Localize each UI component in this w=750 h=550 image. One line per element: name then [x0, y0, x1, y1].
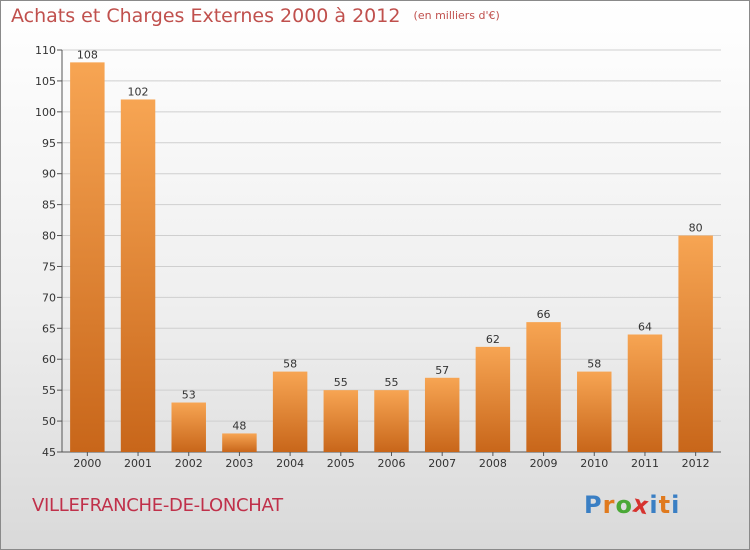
data-label: 80 [689, 222, 703, 235]
data-label: 55 [334, 376, 348, 389]
x-tick-label: 2003 [225, 457, 253, 470]
x-tick-label: 2008 [479, 457, 507, 470]
bar [70, 62, 105, 452]
x-tick-label: 2004 [276, 457, 304, 470]
x-tick-label: 2001 [124, 457, 152, 470]
y-tick-label: 100 [35, 106, 56, 119]
proxiti-logo[interactable]: Proxiti [584, 489, 681, 521]
x-tick-label: 2002 [175, 457, 203, 470]
title-row: Achats et Charges Externes 2000 à 2012 (… [11, 5, 500, 27]
data-label: 58 [283, 358, 297, 371]
data-label: 62 [486, 333, 500, 346]
y-tick-label: 45 [42, 446, 56, 459]
y-tick-label: 80 [42, 230, 56, 243]
x-tick-label: 2009 [530, 457, 558, 470]
data-label: 102 [128, 85, 149, 98]
y-tick-label: 60 [42, 353, 56, 366]
y-tick-label: 90 [42, 168, 56, 181]
bars [70, 62, 713, 452]
x-tick-label: 2000 [73, 457, 101, 470]
bar [272, 371, 308, 452]
labels: 45 50 55 60 65 70 75 80 85 90 95 100 105 110 108 2000 10… [35, 44, 710, 470]
data-label: 55 [385, 376, 399, 389]
data-label: 53 [182, 389, 196, 402]
chart-title: Achats et Charges Externes 2000 à 2012 [11, 5, 401, 27]
y-tick-label: 55 [42, 384, 56, 397]
bar [171, 402, 206, 452]
chart-unit-note: (en milliers d'€) [413, 9, 500, 22]
data-label: 66 [537, 308, 551, 321]
y-tick-label: 95 [42, 137, 56, 150]
y-tick-label: 85 [42, 199, 56, 212]
y-tick-label: 50 [42, 415, 56, 428]
data-label: 57 [435, 364, 449, 377]
bar [526, 322, 561, 452]
x-tick-label: 2010 [580, 457, 608, 470]
x-tick-label: 2006 [378, 457, 406, 470]
x-tick-label: 2012 [682, 457, 710, 470]
bar [577, 371, 612, 452]
y-tick-label: 65 [42, 322, 56, 335]
y-tick-label: 75 [42, 260, 56, 273]
data-label: 48 [232, 419, 246, 432]
commune-name: VILLEFRANCHE-DE-LONCHAT [32, 495, 283, 516]
data-label: 64 [638, 320, 652, 333]
y-tick-label: 70 [42, 291, 56, 304]
bar [627, 334, 663, 452]
y-tick-label: 105 [35, 75, 56, 88]
y-tick-label: 110 [35, 44, 56, 57]
x-tick-label: 2011 [631, 457, 659, 470]
bar [222, 433, 257, 452]
bar [475, 346, 511, 452]
bar [678, 235, 713, 452]
bar [424, 377, 460, 452]
bar [120, 99, 156, 452]
data-label: 108 [77, 48, 98, 61]
x-tick-label: 2005 [327, 457, 355, 470]
bar [374, 390, 409, 452]
bar [323, 390, 359, 452]
x-tick-label: 2007 [428, 457, 456, 470]
data-label: 58 [587, 358, 601, 371]
